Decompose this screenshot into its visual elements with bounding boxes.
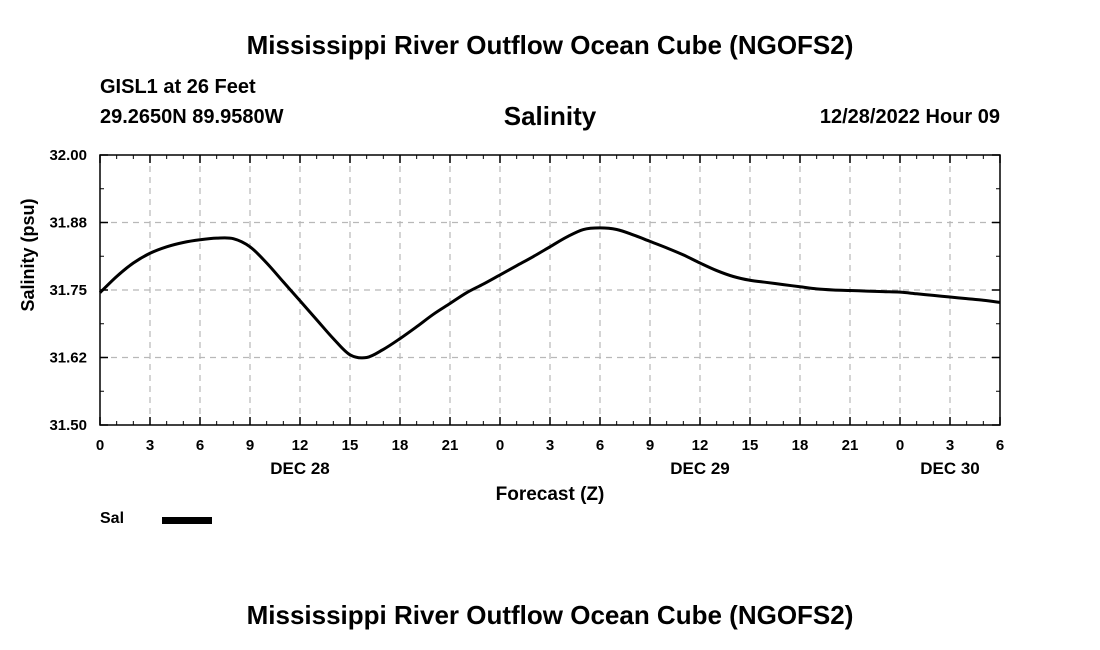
x-tick-label: 0 [96, 437, 104, 454]
x-tick-label: 6 [596, 437, 604, 454]
legend-label-sal: Sal [100, 510, 125, 527]
x-tick-label: 18 [392, 437, 409, 454]
y-tick-label: 31.88 [49, 215, 87, 232]
x-tick-label: 12 [692, 437, 709, 454]
x-tick-label: 3 [546, 437, 554, 454]
x-tick-label: 0 [896, 437, 904, 454]
date-label: DEC 28 [270, 459, 330, 478]
x-tick-label: 6 [196, 437, 204, 454]
x-tick-label: 0 [496, 437, 504, 454]
x-tick-label: 18 [792, 437, 809, 454]
x-tick-label: 9 [246, 437, 254, 454]
x-tick-label: 12 [292, 437, 309, 454]
y-tick-label: 31.62 [49, 350, 87, 367]
x-tick-label: 15 [742, 437, 759, 454]
series-line-sal [98, 226, 1001, 360]
date-label: DEC 30 [920, 459, 980, 478]
x-axis-label: Forecast (Z) [496, 484, 605, 505]
main-title: Mississippi River Outflow Ocean Cube (NG… [246, 30, 854, 60]
x-tick-label: 3 [946, 437, 954, 454]
plot-frame [99, 154, 1001, 426]
forecast-datetime: 12/28/2022 Hour 09 [819, 106, 1000, 128]
chart-title: Salinity [503, 101, 597, 131]
date-label: DEC 29 [670, 459, 730, 478]
station-label: GISL1 at 26 Feet [100, 76, 256, 98]
axis-labels: 0 3 6 9 12 15 18 21 0 3 6 9 12 15 18 21 0 3 6 31.50 31.62 31.… [49, 147, 1004, 478]
x-tick-label: 6 [996, 437, 1004, 454]
station-coordinates: 29.2650N 89.9580W [100, 106, 284, 128]
x-tick-label: 3 [146, 437, 154, 454]
y-tick-label: 32.00 [49, 147, 87, 164]
x-tick-label: 9 [646, 437, 654, 454]
x-tick-label: 15 [342, 437, 359, 454]
x-tick-label: 21 [842, 437, 859, 454]
x-tick-label: 21 [442, 437, 459, 454]
y-tick-label: 31.50 [49, 417, 87, 434]
y-tick-label: 31.75 [49, 282, 87, 299]
series-layer [98, 226, 1001, 360]
y-axis-label: Salinity (psu) [18, 198, 38, 311]
footer-title: Mississippi River Outflow Ocean Cube (NG… [246, 600, 854, 630]
legend-swatch-sal [162, 517, 212, 524]
